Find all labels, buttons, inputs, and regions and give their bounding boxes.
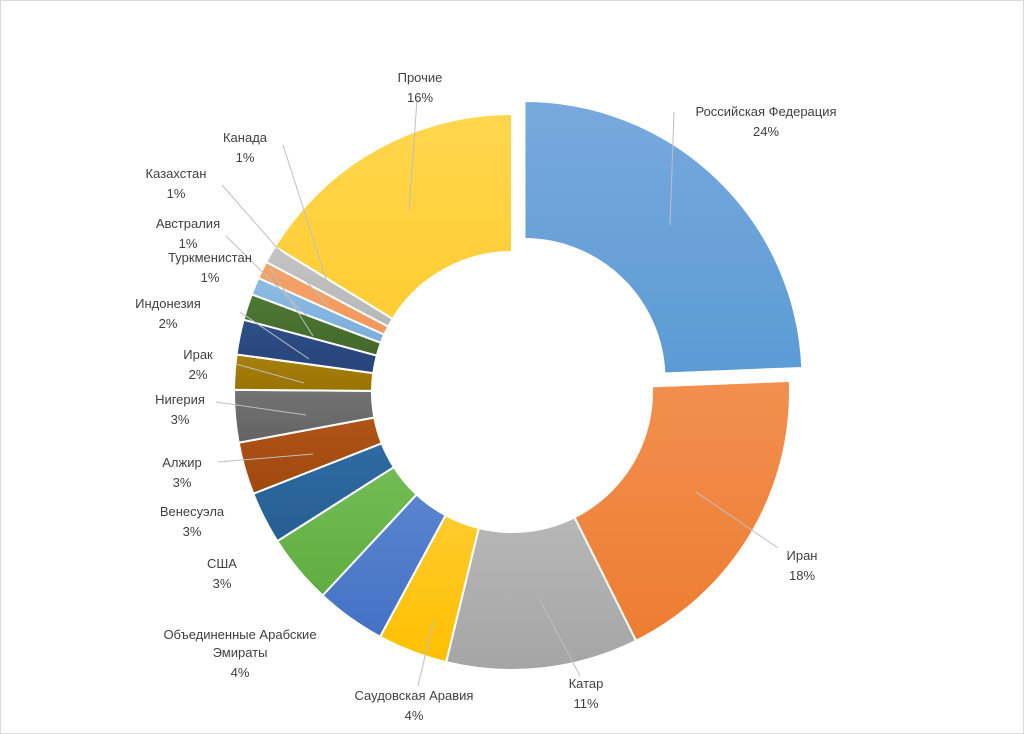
label-category: Прочие xyxy=(398,70,443,85)
label-value: 16% xyxy=(407,90,433,105)
label-value: 2% xyxy=(159,316,178,331)
label-value: 11% xyxy=(573,696,598,711)
data-label-9: Нигерия 3% xyxy=(155,392,205,427)
label-category: Ирак xyxy=(183,347,213,362)
leader-line-14 xyxy=(221,184,329,307)
leader-line-9 xyxy=(215,401,307,416)
leader-line-8 xyxy=(217,453,314,463)
leader-line-10 xyxy=(235,363,305,384)
leader-line-4 xyxy=(417,621,434,687)
data-label-16: Прочие 16% xyxy=(398,70,443,105)
label-value: 1% xyxy=(179,236,198,251)
data-label-1: Российская Федерация 24% xyxy=(695,104,836,139)
label-category: Саудовская Аравия xyxy=(355,688,474,703)
label-category: Объединенные Арабские xyxy=(163,627,316,642)
data-label-4: Саудовская Аравия 4% xyxy=(355,688,474,723)
slice-3 xyxy=(444,515,638,671)
data-label-5: Объединенные Арабские Эмираты 4% xyxy=(163,627,316,680)
leader-line-3 xyxy=(539,599,581,677)
label-category: США xyxy=(207,556,237,571)
data-label-2: Иран 18% xyxy=(787,548,818,583)
label-category: Австралия xyxy=(156,216,220,231)
data-label-3: Катар 11% xyxy=(569,676,604,711)
label-category: Туркменистан xyxy=(168,250,252,265)
data-label-11: Индонезия 2% xyxy=(135,296,201,331)
label-group: Российская Федерация 24% Иран 18% Катар 11% Са… xyxy=(135,70,836,723)
label-value: 18% xyxy=(789,568,815,583)
data-label-7: Венесуэла 3% xyxy=(160,504,225,539)
label-value: 3% xyxy=(171,412,190,427)
slice-1 xyxy=(523,100,804,375)
label-category: Российская Федерация xyxy=(695,104,836,119)
label-category: Нигерия xyxy=(155,392,205,407)
label-value: 4% xyxy=(231,665,250,680)
label-category: Казахстан xyxy=(146,166,207,181)
data-label-10: Ирак 2% xyxy=(183,347,213,382)
data-label-15: Канада 1% xyxy=(223,130,268,165)
slice-2 xyxy=(573,379,791,643)
data-label-12: Туркменистан 1% xyxy=(168,250,252,285)
leader-line-11 xyxy=(239,311,310,360)
leader-line-15 xyxy=(282,144,328,283)
leader-line-12 xyxy=(269,267,314,337)
data-label-13: Австралия 1% xyxy=(156,216,220,251)
label-value: 2% xyxy=(189,367,208,382)
label-category: Катар xyxy=(569,676,604,691)
data-label-8: Алжир 3% xyxy=(162,455,201,490)
leader-line-group xyxy=(215,99,779,687)
label-value: 3% xyxy=(183,524,202,539)
label-value: 4% xyxy=(405,708,424,723)
label-value: 1% xyxy=(236,150,255,165)
data-label-6: США 3% xyxy=(207,556,237,591)
label-value: 24% xyxy=(753,124,779,139)
label-category: Алжир xyxy=(162,455,201,470)
leader-line-2 xyxy=(695,491,779,549)
label-value: 3% xyxy=(213,576,232,591)
slice-group xyxy=(233,100,804,671)
label-value: 1% xyxy=(201,270,220,285)
label-category: Иран xyxy=(787,548,818,563)
slice-16 xyxy=(273,112,513,321)
label-category: Венесуэла xyxy=(160,504,225,519)
data-label-14: Казахстан 1% xyxy=(146,166,207,201)
label-value: 1% xyxy=(167,186,186,201)
label-category: Индонезия xyxy=(135,296,201,311)
label-category: Канада xyxy=(223,130,268,145)
leader-line-1 xyxy=(669,111,675,226)
label-value: 3% xyxy=(173,475,192,490)
label-category: Эмираты xyxy=(213,645,268,660)
leader-line-13 xyxy=(225,235,308,317)
leader-line-16 xyxy=(408,99,418,211)
